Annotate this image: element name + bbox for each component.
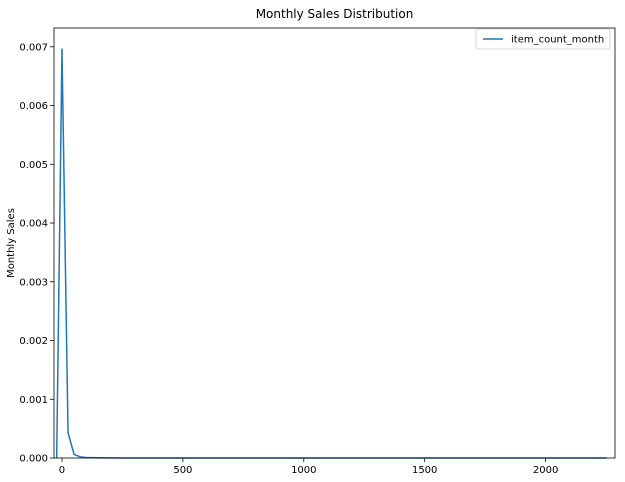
- y-axis-label: Monthly Sales: [6, 208, 17, 278]
- plot-area: [54, 28, 615, 458]
- plot-frame: [53, 27, 616, 459]
- y-tick-label: 0.006: [19, 101, 48, 112]
- y-tick-label: 0.002: [19, 336, 48, 347]
- y-tick-label: 0.000: [19, 454, 48, 465]
- x-axis: 0 500 1000 1500 2000: [59, 458, 558, 476]
- y-axis: 0.000 0.001 0.002 0.003 0.004 0.005 0.006 0.007: [19, 42, 54, 465]
- y-tick-label: 0.003: [19, 277, 48, 288]
- chart-title: Monthly Sales Distribution: [256, 7, 414, 21]
- y-tick-label: 0.004: [19, 219, 48, 230]
- x-tick-label: 1000: [291, 465, 316, 476]
- x-tick-label: 500: [173, 465, 192, 476]
- y-tick-label: 0.001: [19, 395, 48, 406]
- x-tick-label: 1500: [412, 465, 437, 476]
- legend: item_count_month: [475, 28, 611, 50]
- y-tick-label: 0.007: [19, 42, 48, 53]
- y-tick-label: 0.005: [19, 160, 48, 171]
- legend-box: [475, 28, 611, 50]
- x-tick-label: 2000: [533, 465, 558, 476]
- legend-label: item_count_month: [511, 35, 604, 46]
- x-tick-label: 0: [59, 465, 65, 476]
